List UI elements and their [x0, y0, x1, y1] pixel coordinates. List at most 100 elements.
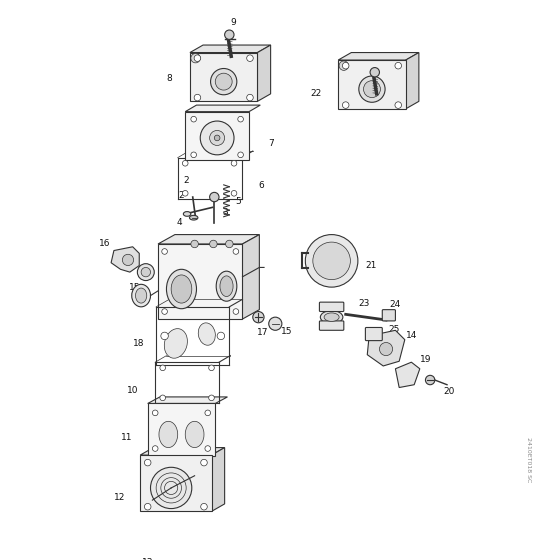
Ellipse shape: [132, 284, 151, 307]
Circle shape: [342, 62, 349, 69]
Circle shape: [426, 375, 435, 385]
Circle shape: [233, 309, 239, 314]
Text: 6: 6: [258, 181, 264, 190]
Circle shape: [247, 94, 253, 101]
Text: 4: 4: [177, 218, 183, 227]
Text: 2: 2: [179, 190, 184, 200]
Ellipse shape: [216, 271, 237, 301]
Circle shape: [209, 365, 214, 371]
Circle shape: [209, 192, 219, 202]
Polygon shape: [148, 397, 227, 404]
Text: 11: 11: [122, 433, 133, 442]
Circle shape: [247, 55, 253, 62]
Ellipse shape: [159, 421, 178, 447]
Circle shape: [395, 62, 402, 69]
Polygon shape: [140, 447, 225, 455]
Ellipse shape: [166, 269, 197, 309]
Text: 5: 5: [235, 197, 241, 206]
Circle shape: [205, 410, 211, 416]
Circle shape: [200, 121, 234, 155]
Circle shape: [122, 254, 134, 265]
Text: 17: 17: [258, 328, 269, 337]
FancyBboxPatch shape: [319, 302, 344, 311]
Text: 14: 14: [405, 332, 417, 340]
Circle shape: [160, 395, 166, 400]
Circle shape: [238, 152, 244, 158]
Circle shape: [194, 94, 200, 101]
Circle shape: [211, 68, 237, 95]
Text: 22: 22: [310, 90, 321, 99]
Circle shape: [313, 242, 351, 279]
Ellipse shape: [185, 421, 204, 447]
Circle shape: [152, 410, 158, 416]
Polygon shape: [158, 244, 242, 319]
Ellipse shape: [324, 313, 339, 321]
Circle shape: [141, 268, 151, 277]
FancyBboxPatch shape: [382, 310, 395, 321]
Text: 24: 24: [390, 301, 401, 310]
Circle shape: [162, 249, 167, 254]
Polygon shape: [406, 53, 419, 109]
Text: 16: 16: [99, 240, 110, 249]
Polygon shape: [367, 330, 405, 366]
Ellipse shape: [198, 323, 216, 345]
Circle shape: [209, 240, 217, 248]
Circle shape: [370, 68, 380, 77]
Circle shape: [191, 240, 198, 248]
Circle shape: [200, 459, 207, 466]
Circle shape: [359, 76, 385, 102]
Polygon shape: [148, 404, 215, 456]
Circle shape: [191, 54, 200, 63]
Circle shape: [231, 161, 237, 166]
Polygon shape: [190, 45, 270, 53]
Text: 12: 12: [114, 493, 125, 502]
Text: 9: 9: [376, 55, 381, 64]
Text: 15: 15: [281, 326, 292, 336]
Polygon shape: [111, 247, 139, 272]
Text: 25: 25: [389, 325, 400, 334]
Circle shape: [205, 446, 211, 451]
Ellipse shape: [189, 216, 198, 220]
Polygon shape: [338, 53, 419, 60]
Circle shape: [161, 332, 169, 340]
Circle shape: [363, 81, 380, 97]
Circle shape: [253, 311, 264, 323]
Ellipse shape: [220, 276, 233, 296]
Polygon shape: [242, 235, 259, 319]
Circle shape: [191, 116, 197, 122]
Text: 3: 3: [223, 208, 228, 217]
Circle shape: [152, 446, 158, 451]
Ellipse shape: [183, 212, 191, 216]
Circle shape: [217, 332, 225, 340]
Ellipse shape: [171, 275, 192, 303]
Text: 15: 15: [129, 283, 141, 292]
Circle shape: [183, 190, 188, 196]
Text: 19: 19: [419, 355, 431, 364]
Circle shape: [144, 503, 151, 510]
Circle shape: [200, 503, 207, 510]
FancyBboxPatch shape: [365, 328, 382, 340]
Circle shape: [225, 30, 234, 39]
Text: 2: 2: [183, 176, 189, 185]
Circle shape: [231, 190, 237, 196]
Text: 2410ET018 SC: 2410ET018 SC: [526, 437, 531, 483]
Circle shape: [209, 130, 225, 146]
Circle shape: [214, 135, 220, 141]
Circle shape: [191, 152, 197, 158]
Ellipse shape: [171, 529, 183, 535]
Circle shape: [269, 317, 282, 330]
Polygon shape: [395, 362, 420, 388]
Circle shape: [137, 264, 154, 281]
Ellipse shape: [320, 311, 343, 324]
Text: 10: 10: [127, 386, 138, 395]
Circle shape: [305, 235, 358, 287]
Circle shape: [238, 116, 244, 122]
Text: 9: 9: [230, 18, 236, 27]
Polygon shape: [185, 105, 260, 111]
Polygon shape: [258, 45, 270, 101]
Circle shape: [209, 395, 214, 400]
Circle shape: [380, 343, 393, 356]
Text: 23: 23: [359, 298, 370, 307]
Polygon shape: [140, 455, 212, 511]
Text: 13: 13: [142, 558, 153, 560]
